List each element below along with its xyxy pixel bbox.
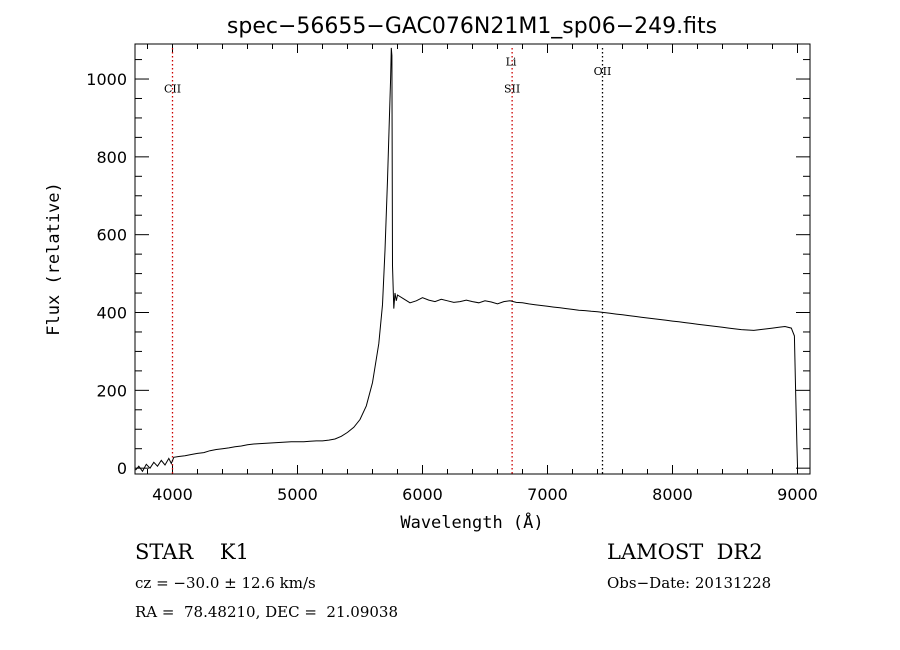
annotation-li: Li [506,55,517,68]
axis-ticks: 4000 5000 6000 7000 8000 9000 0 200 400 600 800 100… [86,44,818,504]
object-class-label: STAR K1 [135,540,249,564]
y-tick-label-0: 0 [117,459,127,478]
x-tick-label-8000: 8000 [652,485,693,504]
x-axis-label: Wavelength (Å) [400,511,543,533]
redshift-label: cz = −30.0 ± 12.6 km/s [135,574,316,592]
x-tick-label-9000: 9000 [777,485,818,504]
coordinates-label: RA = 78.48210, DEC = 21.09038 [135,603,399,621]
survey-label: LAMOST DR2 [607,540,763,564]
y-tick-label-800: 800 [96,148,127,167]
chart-title: spec−56655−GAC076N21M1_sp06−249.fits [227,14,717,39]
annotation-sii: SII [504,83,520,96]
annotation-cii: CII [164,83,181,96]
x-tick-label-5000: 5000 [277,485,318,504]
annotation-oii: OII [594,65,612,78]
line-annotations: CII Li SII OII [164,55,611,95]
x-tick-label-6000: 6000 [402,485,443,504]
spectrum-series [135,47,798,473]
x-tick-label-4000: 4000 [152,485,193,504]
y-tick-label-200: 200 [96,381,127,400]
y-tick-label-400: 400 [96,304,127,323]
y-tick-label-600: 600 [96,226,127,245]
y-tick-label-1000: 1000 [86,70,127,89]
spectral-line-markers [171,48,604,474]
obs-date-label: Obs−Date: 20131228 [607,574,772,592]
x-tick-label-7000: 7000 [527,485,568,504]
y-axis-label: Flux (relative) [44,182,64,336]
spectrum-line-0 [135,47,798,473]
plot-frame [134,43,811,475]
